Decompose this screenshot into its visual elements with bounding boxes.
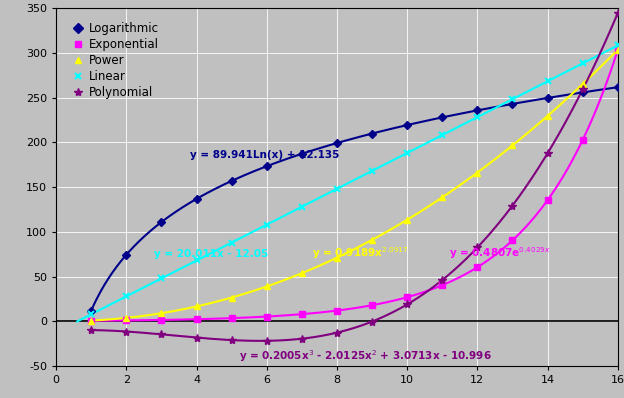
Text: y = 0.4807e$^{0.4029x}$: y = 0.4807e$^{0.4029x}$: [449, 245, 551, 261]
Legend: Logarithmic, Exponential, Power, Linear, Polynomial: Logarithmic, Exponential, Power, Linear,…: [67, 18, 163, 104]
Text: y = 0.2005x$^3$ - 2.0125x$^2$ + 3.0713x - 10.996: y = 0.2005x$^3$ - 2.0125x$^2$ + 3.0713x …: [238, 348, 492, 364]
Text: y = 0.9189x$^{2.0917}$: y = 0.9189x$^{2.0917}$: [313, 245, 409, 261]
Text: y = 89.941Ln(x) + 12.135: y = 89.941Ln(x) + 12.135: [190, 150, 339, 160]
Text: y = 20.011x - 12.05: y = 20.011x - 12.05: [155, 249, 269, 259]
